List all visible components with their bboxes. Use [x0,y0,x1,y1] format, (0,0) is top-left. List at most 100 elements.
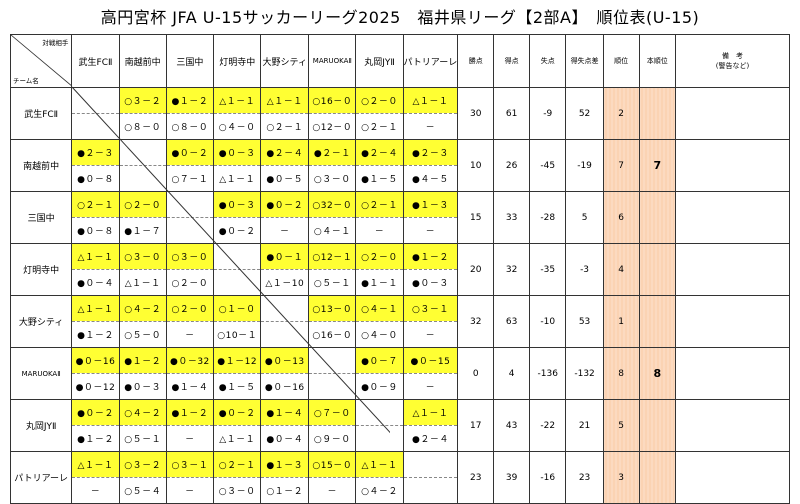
stat-cell: -19 [565,139,604,192]
stat-cell: -136 [529,347,567,400]
result-cell-first: ●２－３ [402,139,459,166]
result-cell-second: ○10－１ [213,321,262,348]
result-cell-second: ●２－４ [402,425,459,452]
result-cell-second: ○２－１ [260,113,310,140]
stat-cell: 61 [493,87,531,140]
stat-cell: -45 [529,139,567,192]
result-cell-second: ○２－１ [355,113,404,140]
column-header-team: 三国中 [165,34,215,88]
row-header-team: 灯明寺中 [9,243,73,296]
result-cell-second [308,373,357,400]
stat-cell: 10 [457,139,495,192]
result-cell-first: ○１－０ [213,295,262,322]
stat-cell: 7 [602,139,640,192]
result-cell-first: ●０－２ [260,191,310,218]
standings-sheet: 対戦相手 チーム名 武生FCⅡ 南越前中 三国中 灯明寺中 大野シティ MARUOKAⅡ 丸岡J… [9,34,790,504]
result-cell-first: ○４－２ [118,399,167,426]
result-cell-second: ○４－１ [308,217,357,244]
stat-cell [638,191,677,244]
result-cell-second [402,477,459,504]
result-cell-second: ●１－１ [355,269,404,296]
stat-cell: 17 [457,399,495,452]
stat-cell: -16 [529,451,567,504]
result-cell-first: ●１－４ [260,399,310,426]
column-header-team: 大野シティ [260,34,310,88]
result-cell-second: ○５－４ [118,477,167,504]
table-row: 南越前中 ●２－３ ●０－２ ●０－３ ●２－４ ●２－１ ●２－４ ●２－３ 10 26 -45-… [9,139,790,192]
result-cell-second: △１－１ [213,425,262,452]
stat-cell [675,347,790,400]
stat-cell: 32 [493,243,531,296]
column-header-team: 丸岡JYⅡ [355,34,404,88]
stat-cell: 2 [602,87,640,140]
stat-cell: 21 [565,399,604,452]
result-cell-first: ●０－３ [213,191,262,218]
result-cell-second: ○４－０ [355,321,404,348]
result-cell-first: ○２－０ [165,295,215,322]
result-cell-second: ○４－２ [355,477,404,504]
result-cell-first: ●０－２ [165,139,215,166]
result-cell-first: ●０－13 [260,347,310,374]
result-cell-first: △１－１ [260,87,310,114]
table-row: 三国中 ○２－１ ○２－０ ●０－３ ●０－２ ○32－０ ○２－１ ●１－３ 15 33 -28 5… [9,191,790,244]
result-cell-second: ●０－５ [260,165,310,192]
column-header-stat: 得点 [493,34,531,88]
result-cell-first: ●１－３ [402,191,459,218]
result-cell-second: ●１－２ [71,425,120,452]
result-cell-second: △１－１ [213,165,262,192]
stat-cell: 8 [638,347,677,400]
result-cell-second: － [402,217,459,244]
table-row: MARUOKAⅡ ●０－16 ●１－２ ●０－32 ●１－12 ●０－13 ●０－７ ●０－1… [9,347,790,400]
stat-cell: 39 [493,451,531,504]
result-cell-second: － [402,321,459,348]
result-cell-first: ●１－２ [402,243,459,270]
result-cell-second [71,113,120,140]
result-cell-second: ○３－０ [308,165,357,192]
stat-cell: 43 [493,399,531,452]
column-header-stat: 備 考 (警告など) [675,34,790,88]
result-cell-first [260,295,310,322]
result-cell-second [260,321,310,348]
table-row: 大野シティ △１－１ ○４－２ ○２－０ ○１－０ ○13－０ ○４－１ ○３－１ 32 63 -1… [9,295,790,348]
result-cell-first: ●１－12 [213,347,262,374]
stat-cell [675,87,790,140]
result-cell-second [213,269,262,296]
stat-cell: 23 [565,451,604,504]
result-cell-first [402,451,459,478]
stat-cell: 3 [602,451,640,504]
result-cell-first: △１－１ [355,451,404,478]
result-cell-first: ●２－４ [355,139,404,166]
stat-cell [675,451,790,504]
result-cell-first: ○２－１ [213,451,262,478]
stat-cell: 4 [493,347,531,400]
result-cell-second: － [260,217,310,244]
result-cell-first: ●０－７ [355,347,404,374]
column-header-team: 南越前中 [118,34,167,88]
result-cell-second: ●１－７ [118,217,167,244]
result-cell-second: ○16－０ [308,321,357,348]
result-cell-second: ●０－12 [71,373,120,400]
result-cell-second [165,217,215,244]
result-cell-first: ○２－１ [355,191,404,218]
stat-cell [638,87,677,140]
stat-cell: -132 [565,347,604,400]
result-cell-second: ●４－５ [402,165,459,192]
result-cell-second: － [165,477,215,504]
result-cell-first: ●２－４ [260,139,310,166]
result-cell-first [118,139,167,166]
corner-top-label: 対戦相手 [42,39,69,47]
result-cell-first: ●２－３ [71,139,120,166]
result-cell-first: ○２－０ [355,243,404,270]
result-cell-first: ○２－１ [71,191,120,218]
stat-cell: 26 [493,139,531,192]
result-cell-first: ●１－３ [260,451,310,478]
column-header-stat: 失点 [529,34,567,88]
result-cell-first: ●０－２ [213,399,262,426]
result-cell-first: △１－１ [71,295,120,322]
result-cell-second: ●０－８ [71,217,120,244]
page-title: 高円宮杯 JFA U-15サッカーリーグ2025 福井県リーグ【2部A】 順位表… [100,8,700,27]
stat-cell [675,295,790,348]
result-cell-second: － [308,477,357,504]
result-cell-first: ○４－２ [118,295,167,322]
result-cell-first: ○３－２ [118,87,167,114]
